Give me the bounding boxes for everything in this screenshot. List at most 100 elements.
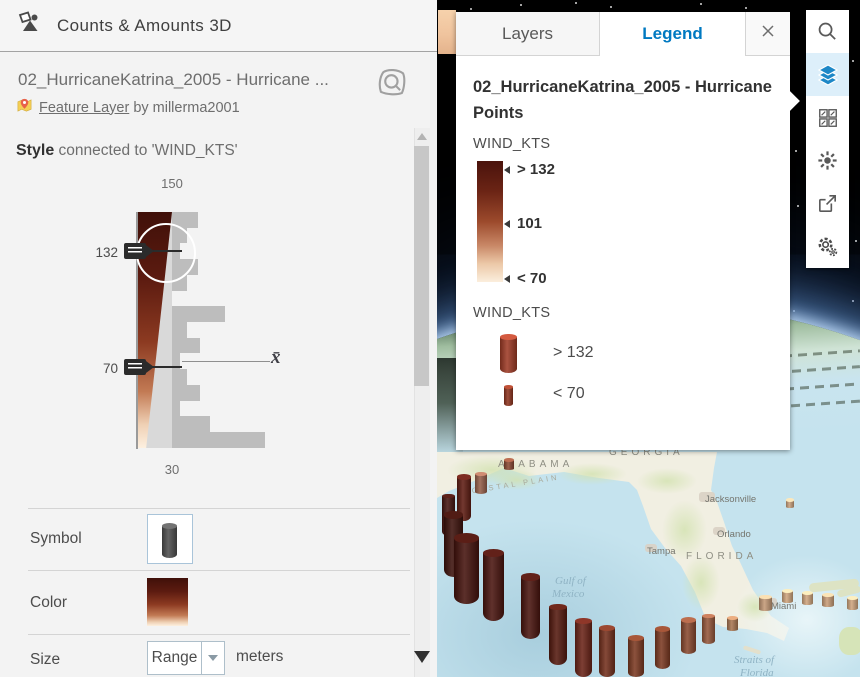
share-icon[interactable] [806,182,849,225]
divider [28,634,410,635]
search-icon[interactable] [806,10,849,53]
star [795,150,797,152]
upper-handle-line [146,250,182,252]
star [852,300,854,302]
size-mode-value: Range [151,649,198,666]
lower-slider-handle[interactable] [124,359,154,375]
star [745,7,747,9]
map-label: Gulf of [555,575,586,587]
layers-icon[interactable] [806,53,849,96]
hurricane-point-cylinder[interactable] [681,620,696,654]
histogram-bar [172,212,198,228]
city-area-orlando [713,527,725,535]
star [700,3,702,5]
hurricane-point-cylinder[interactable] [549,607,567,665]
magnifier-frame-icon[interactable] [376,66,408,98]
star [520,4,522,6]
divider [28,570,410,571]
settings-gears-icon[interactable] [806,225,849,268]
mean-symbol: x̄ [271,347,281,368]
hurricane-point-cylinder[interactable] [802,593,813,605]
ramp-stop: 101 [504,215,542,232]
legend-small-cylinder [504,387,513,406]
map-label: ALABAMA [498,459,574,470]
island-andros [839,627,860,655]
vegetation-patch [492,470,542,490]
layer-owner: by millerma2001 [133,99,240,116]
star [855,240,857,242]
histogram-bar [172,306,225,323]
style-connected-field: connected to 'WIND_KTS' [54,142,238,159]
hurricane-point-cylinder[interactable] [847,598,858,610]
color-ramp-button[interactable] [147,578,188,626]
map-label: Miami [771,601,797,612]
panel-header: Counts & Amounts 3D [0,0,437,52]
symbol-cylinder-preview [162,526,177,558]
histogram-bar [172,432,265,448]
histogram-bar [172,353,180,370]
upper-slider-handle[interactable] [124,243,154,259]
legend-field-heading: WIND_KTS [473,305,551,321]
histogram-bar [172,416,210,433]
upper-handle-value: 132 [95,245,118,260]
star [852,60,854,62]
ramp-marker-icon [504,274,510,283]
ramp-marker-icon [504,165,510,174]
scroll-up-icon[interactable] [417,133,427,140]
hurricane-point-cylinder[interactable] [759,597,772,611]
scroll-down-icon[interactable] [414,651,430,663]
legend-large-cylinder [500,337,517,373]
hurricane-point-cylinder[interactable] [454,538,479,604]
foreground-cylinder-edge [438,10,456,54]
map-label: GEORGIA [609,447,684,458]
scene-toolbar [806,10,849,268]
legend-panel: Layers Legend 02_HurricaneKatrina_2005 -… [456,12,800,450]
size-unit-label: meters [236,648,284,665]
legend-symbol-label: < 70 [553,385,585,402]
vegetation-patch [662,500,707,560]
color-row-label: Color [30,594,68,611]
hurricane-point-cylinder[interactable] [727,618,738,631]
hurricane-point-cylinder[interactable] [521,577,540,639]
style-panel: Counts & Amounts 3D 02_HurricaneKatrina_… [0,0,437,677]
map-label: Tampa [647,546,676,557]
vegetation-patch [682,555,720,610]
map-label: Orlando [717,529,751,540]
daylight-icon[interactable] [806,139,849,182]
legend-color-ramp [477,161,503,282]
tab-layers[interactable]: Layers [456,12,600,56]
star [793,310,795,312]
hurricane-point-cylinder[interactable] [483,553,504,621]
hurricane-point-cylinder[interactable] [822,595,834,607]
hurricane-point-cylinder[interactable] [786,500,794,508]
hurricane-point-cylinder[interactable] [702,616,715,644]
city-area-jacksonville [699,492,715,502]
ramp-stop-label: < 70 [517,270,547,287]
legend-symbol-label: > 132 [553,344,594,361]
hurricane-point-cylinder[interactable] [599,628,615,677]
tab-legend[interactable]: Legend [600,12,745,56]
histogram-bar [172,322,187,338]
histogram-bar [172,384,200,401]
star [797,205,799,207]
size-mode-select[interactable]: Range [147,641,225,675]
map-label: FLORIDA [686,551,758,562]
size-row-label: Size [30,651,61,668]
panel-title: Counts & Amounts 3D [57,15,232,35]
hurricane-point-cylinder[interactable] [575,621,592,677]
star [610,6,612,8]
style-shapes-icon [16,10,42,41]
close-button[interactable] [745,12,790,56]
symbol-picker-button[interactable] [147,514,193,564]
hurricane-point-cylinder[interactable] [628,638,644,677]
map-label: Straits of [734,654,775,666]
hurricane-point-cylinder[interactable] [655,629,670,669]
hurricane-point-cylinder[interactable] [475,474,487,494]
hurricane-point-cylinder[interactable] [782,591,793,603]
panel-scrollbar-thumb[interactable] [414,146,429,386]
hurricane-point-cylinder[interactable] [457,477,471,521]
hurricane-point-cylinder[interactable] [504,460,514,470]
feature-layer-link[interactable]: Feature Layer [39,99,130,116]
basemap-icon[interactable] [806,96,849,139]
